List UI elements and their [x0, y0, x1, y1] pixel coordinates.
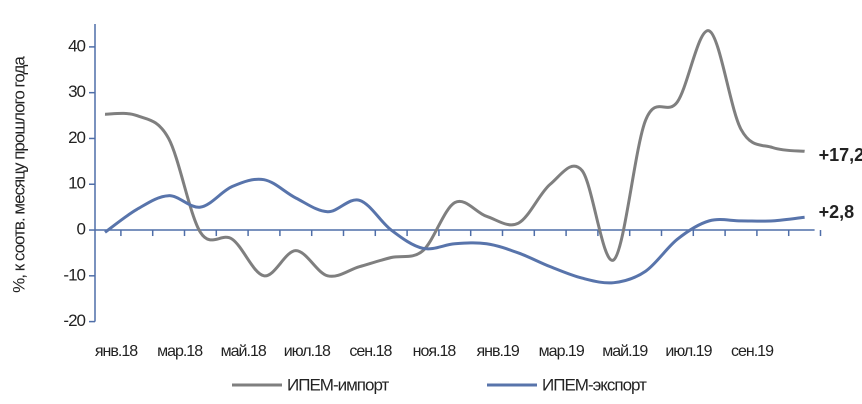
y-tick-label: -10 — [63, 265, 85, 284]
x-tick-label: май.18 — [221, 343, 267, 360]
line-series — [104, 29, 805, 278]
line-series — [104, 177, 805, 285]
y-tick-label: 0 — [77, 220, 86, 239]
x-tick-label: сен.18 — [349, 343, 392, 360]
x-tick-label: май.19 — [602, 343, 648, 360]
y-tick-label: 30 — [68, 82, 85, 101]
x-tick-label: мар.18 — [157, 343, 203, 360]
x-tick-label: июл.18 — [284, 343, 331, 360]
value-label: +2,8 — [819, 202, 855, 222]
legend-label: ИПЕМ-импорт — [287, 375, 390, 394]
y-axis-label: %, к соотв. месяцу прошлого года — [9, 56, 28, 293]
y-tick-label: 40 — [68, 36, 85, 55]
x-tick-label: июл.19 — [665, 343, 712, 360]
value-label: +17,2 — [819, 145, 862, 165]
legend-label: ИПЕМ-экспорт — [542, 375, 647, 394]
x-tick-label: мар.19 — [539, 343, 585, 360]
x-tick-label: янв.18 — [95, 343, 138, 360]
x-tick-label: сен.19 — [731, 343, 774, 360]
y-tick-label: 10 — [68, 174, 85, 193]
x-tick-label: ноя.18 — [413, 343, 457, 360]
y-tick-label: -20 — [63, 311, 85, 330]
x-tick-label: янв.19 — [476, 343, 519, 360]
y-tick-label: 20 — [68, 128, 85, 147]
